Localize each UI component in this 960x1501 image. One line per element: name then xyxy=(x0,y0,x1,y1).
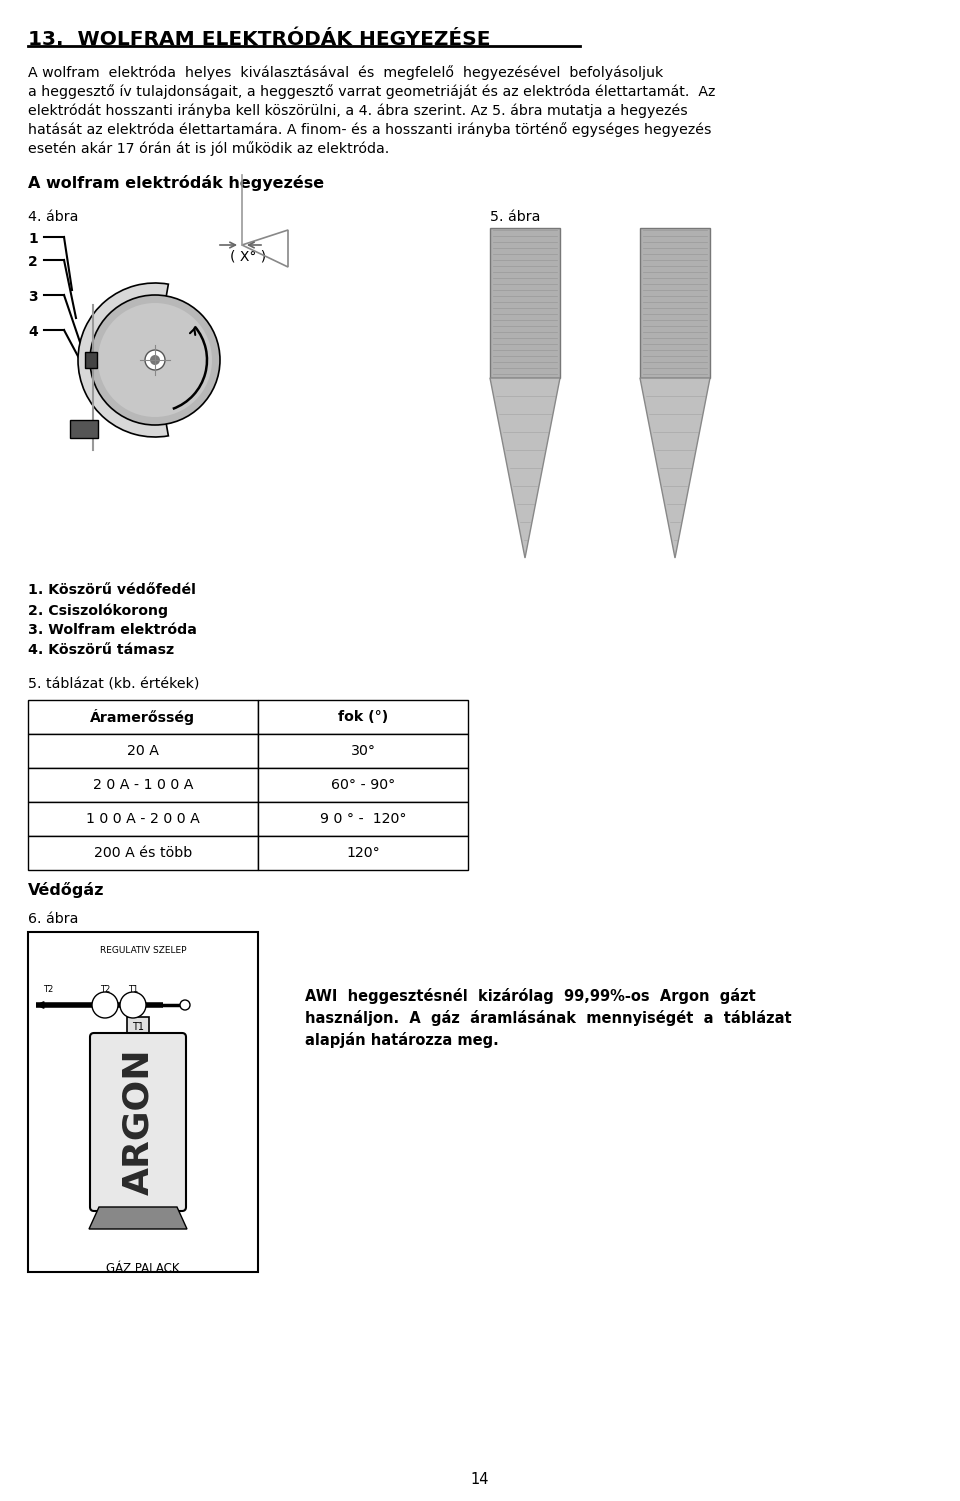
Text: GÁZ PALACK: GÁZ PALACK xyxy=(107,1262,180,1274)
Circle shape xyxy=(98,303,212,417)
Polygon shape xyxy=(89,1207,187,1229)
Text: a heggesztő ív tulajdonságait, a heggesztő varrat geometriáját és az elektróda é: a heggesztő ív tulajdonságait, a heggesz… xyxy=(28,84,715,99)
Polygon shape xyxy=(640,378,710,558)
Text: hatását az elektróda élettartamára. A finom- és a hosszanti irányba történő egys: hatását az elektróda élettartamára. A fi… xyxy=(28,122,711,137)
Text: 4. Köszörű támasz: 4. Köszörű támasz xyxy=(28,642,174,657)
Polygon shape xyxy=(490,378,560,558)
Bar xyxy=(28,932,258,1271)
Text: 2. Csiszolókorong: 2. Csiszolókorong xyxy=(28,603,168,617)
Circle shape xyxy=(120,992,146,1018)
Bar xyxy=(28,836,258,871)
Text: A wolfram elektródák hegyezése: A wolfram elektródák hegyezése xyxy=(28,176,324,191)
Bar xyxy=(640,228,710,378)
Text: 2 0 A - 1 0 0 A: 2 0 A - 1 0 0 A xyxy=(93,778,193,793)
Text: T2: T2 xyxy=(43,985,53,994)
Bar xyxy=(28,769,258,802)
Bar xyxy=(85,353,97,368)
Text: 9 0 ° -  120°: 9 0 ° - 120° xyxy=(320,812,406,826)
Text: ARGON: ARGON xyxy=(121,1049,155,1195)
Text: 20 A: 20 A xyxy=(127,744,159,758)
Text: ( X° ): ( X° ) xyxy=(230,251,266,264)
Text: AWI  heggesztésnél  kizárólag  99,99%-os  Argon  gázt: AWI heggesztésnél kizárólag 99,99%-os Ar… xyxy=(305,988,756,1004)
Text: esetén akár 17 órán át is jól működik az elektróda.: esetén akár 17 órán át is jól működik az… xyxy=(28,141,389,156)
Bar xyxy=(258,769,468,802)
Text: 30°: 30° xyxy=(350,744,375,758)
Text: 6. ábra: 6. ábra xyxy=(28,913,79,926)
Text: 1. Köszörű védőfedél: 1. Köszörű védőfedél xyxy=(28,582,196,597)
Text: használjon.  A  gáz  áramlásának  mennyiségét  a  táblázat: használjon. A gáz áramlásának mennyiségé… xyxy=(305,1010,792,1027)
Wedge shape xyxy=(78,284,168,437)
Circle shape xyxy=(150,356,160,365)
Text: fok (°): fok (°) xyxy=(338,710,388,723)
Bar xyxy=(28,802,258,836)
Text: 4. ábra: 4. ábra xyxy=(28,210,79,224)
Bar xyxy=(127,1018,149,1037)
Text: REGULATIV SZELEP: REGULATIV SZELEP xyxy=(100,946,186,955)
Text: Védőgáz: Védőgáz xyxy=(28,883,105,898)
Text: 13.  WOLFRAM ELEKTRÓDÁK HEGYEZÉSE: 13. WOLFRAM ELEKTRÓDÁK HEGYEZÉSE xyxy=(28,30,491,50)
Text: elektródát hosszanti irányba kell köszörülni, a 4. ábra szerint. Az 5. ábra muta: elektródát hosszanti irányba kell köször… xyxy=(28,104,687,117)
Bar xyxy=(258,699,468,734)
Text: 4: 4 xyxy=(28,326,37,339)
Text: alapján határozza meg.: alapján határozza meg. xyxy=(305,1033,499,1048)
Circle shape xyxy=(180,1000,190,1010)
Circle shape xyxy=(92,992,118,1018)
Circle shape xyxy=(90,296,220,425)
Text: T2: T2 xyxy=(100,985,110,994)
Bar xyxy=(28,734,258,769)
Text: 1: 1 xyxy=(28,233,37,246)
Bar xyxy=(258,734,468,769)
Text: 3: 3 xyxy=(28,290,37,305)
Text: T1: T1 xyxy=(128,985,138,994)
Text: 5. táblázat (kb. értékek): 5. táblázat (kb. értékek) xyxy=(28,678,200,692)
Text: 200 A és több: 200 A és több xyxy=(94,847,192,860)
Bar xyxy=(258,836,468,871)
Bar xyxy=(70,420,98,438)
Text: 60° - 90°: 60° - 90° xyxy=(331,778,396,793)
Text: 120°: 120° xyxy=(347,847,380,860)
Circle shape xyxy=(145,350,165,371)
Text: 14: 14 xyxy=(470,1472,490,1487)
Text: 2: 2 xyxy=(28,255,37,269)
Text: T1: T1 xyxy=(132,1022,144,1033)
Text: 5. ábra: 5. ábra xyxy=(490,210,540,224)
Bar xyxy=(490,228,560,378)
Text: 3. Wolfram elektróda: 3. Wolfram elektróda xyxy=(28,623,197,636)
Bar xyxy=(28,699,258,734)
Text: Áramerősség: Áramerősség xyxy=(90,708,196,725)
FancyBboxPatch shape xyxy=(90,1033,186,1211)
Text: 1 0 0 A - 2 0 0 A: 1 0 0 A - 2 0 0 A xyxy=(86,812,200,826)
Text: A wolfram  elektróda  helyes  kiválasztásával  és  megfelelő  hegyezésével  befo: A wolfram elektróda helyes kiválasztásáv… xyxy=(28,65,663,80)
Bar xyxy=(258,802,468,836)
